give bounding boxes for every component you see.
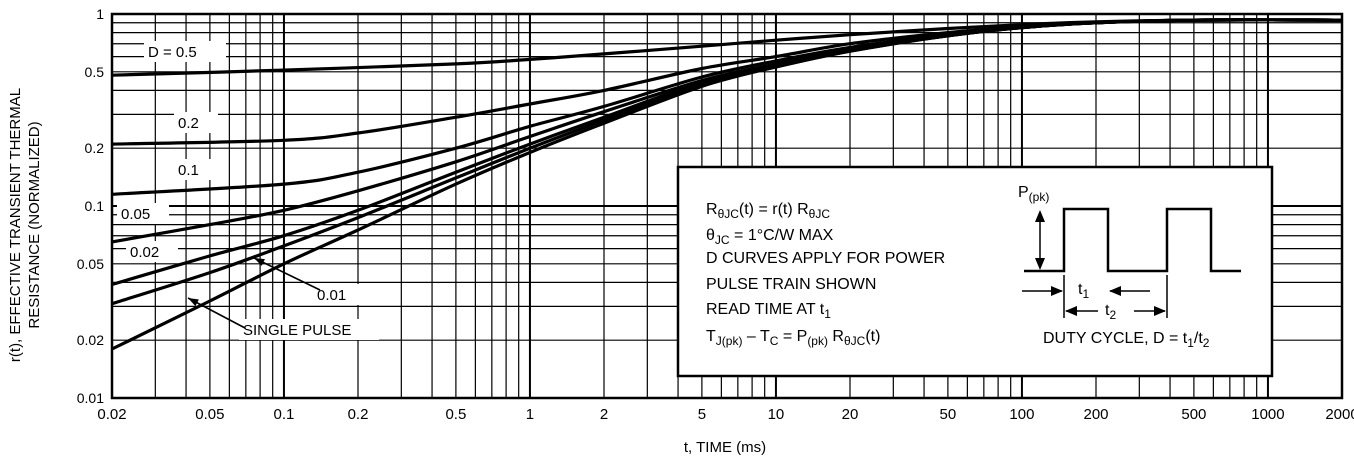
x-tick-label: 100 (1009, 406, 1034, 423)
x-tick-label: 50 (940, 406, 957, 423)
curve-label: 0.01 (317, 287, 346, 304)
y-axis-title-line1: r(t), EFFECTIVE TRANSIENT THERMAL (7, 88, 24, 362)
curve-label-bg (174, 112, 218, 133)
y-tick-label: 0.2 (85, 140, 105, 156)
series-curve (111, 18, 1343, 77)
curve-label-bg (313, 284, 369, 305)
x-tick-label: 2 (600, 406, 608, 423)
x-tick-label: 0.2 (348, 406, 369, 423)
curve-label-bg (144, 41, 226, 62)
t1-arrowhead-right (1109, 286, 1121, 296)
x-tick-label: 20 (842, 406, 859, 423)
t2-arrowhead-right (1154, 306, 1166, 316)
plot-frame (110, 12, 1344, 400)
x-axis-title: t, TIME (ms) (684, 439, 766, 456)
curve-label: 0.02 (130, 244, 159, 261)
duty-cycle-label: DUTY CYCLE, D = t1/t2 (1043, 330, 1210, 350)
leader-line (253, 257, 321, 291)
x-tick-label: 1000 (1251, 406, 1284, 423)
note-line-6: TJ(pk) – TC = P(pk) RθJC(t) (706, 328, 880, 348)
y-tick-label: 0.5 (85, 64, 105, 80)
t1-label: t1 (1078, 281, 1089, 301)
note-eq-theta: θJC = 1°C/W MAX (706, 227, 834, 247)
x-tick-label: 1 (526, 406, 534, 423)
pulse-peak-label: P(pk) (1018, 184, 1049, 204)
y-tick-label: 0.05 (77, 256, 104, 272)
x-tick-label: 200 (1083, 406, 1108, 423)
note-eq-resistance: RθJC(t) = r(t) RθJC (706, 201, 830, 221)
x-tick-label: 10 (768, 406, 785, 423)
pulse-amplitude-arrowhead-top (1035, 210, 1045, 222)
series-curve (111, 18, 1343, 351)
curve-label-bg (117, 203, 169, 224)
y-tick-label: 0.01 (77, 390, 104, 406)
t2-label: t2 (1105, 302, 1116, 322)
curve-label-bg (174, 159, 218, 180)
curve-label: 0.2 (178, 115, 199, 132)
curve-label-bg (126, 241, 178, 262)
x-tick-label: 0.02 (97, 406, 126, 423)
annotation-box-frame (676, 165, 1274, 378)
y-tick-label: 0.02 (77, 332, 104, 348)
pulse-amplitude-arrowhead-bottom (1035, 258, 1045, 270)
x-tick-label: 2000 (1325, 406, 1354, 423)
x-tick-label: 0.5 (445, 406, 466, 423)
curve-label: 0.05 (121, 206, 150, 223)
t2-arrowhead-left (1065, 306, 1077, 316)
y-tick-label: 0.1 (85, 198, 105, 214)
note-line-4: PULSE TRAIN SHOWN (706, 276, 876, 293)
tick-labels: 0.02 0.05 0.1 0.2 0.5 1 2 5 10 20 50 100 200 500 1000 2… (77, 6, 1354, 423)
leader-arrowhead (254, 258, 265, 266)
pulse-train-waveform (1024, 207, 1241, 273)
x-tick-label: 0.05 (195, 406, 224, 423)
note-line-3: D CURVES APPLY FOR POWER (706, 250, 945, 267)
curve-labels: D = 0.5 0.2 0.1 0.05 0.02 0.01 SINGLE PULSE (117, 41, 379, 340)
series-curve (111, 18, 1343, 146)
x-tick-label: 5 (698, 406, 706, 423)
annotation-box: RθJC(t) = r(t) RθJC θJC = 1°C/W MAX D CU… (676, 165, 1274, 378)
curve-label: SINGLE PULSE (243, 322, 351, 339)
curve-label: 0.1 (178, 162, 199, 179)
note-line-5: READ TIME AT t1 (706, 301, 831, 321)
x-tick-label: 500 (1181, 406, 1206, 423)
y-tick-label: 1 (96, 6, 104, 22)
curve-label-bg (239, 319, 379, 340)
leader-arrowhead (188, 298, 199, 307)
series-curves (111, 18, 1343, 351)
x-tick-label: 0.1 (274, 406, 295, 423)
t1-arrowhead-left (1051, 286, 1063, 296)
y-axis-title-line2: RESISTANCE (NORMALIZED) (26, 121, 43, 328)
leader-line (187, 297, 246, 329)
curve-label: D = 0.5 (148, 44, 197, 61)
